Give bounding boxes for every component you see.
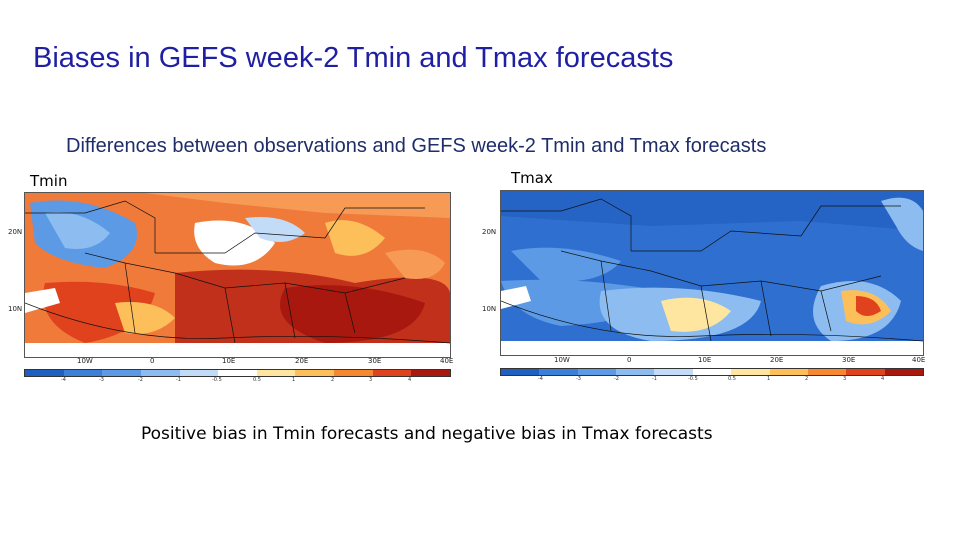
cbar-swatch <box>616 369 655 375</box>
cbar-swatch <box>884 369 923 375</box>
tmax-cbar-tick: 3 <box>843 376 847 382</box>
tmax-lon-label-10e: 10E <box>698 356 712 364</box>
cbar-swatch <box>501 369 540 375</box>
cbar-swatch <box>295 370 335 376</box>
cbar-swatch <box>807 369 847 375</box>
cbar-swatch <box>539 369 578 375</box>
tmax-lon-label-20e: 20E <box>770 356 784 364</box>
tmin-lon-label-10e: 10E <box>222 357 236 365</box>
tmax-cbar-tick: 4 <box>881 376 885 382</box>
cbar-swatch <box>654 369 693 375</box>
cbar-swatch <box>218 370 257 376</box>
tmax-map-graphic <box>501 191 923 355</box>
tmin-lat-label-20n: 20N <box>8 228 23 236</box>
slide-subtitle: Differences between observations and GEF… <box>66 135 767 157</box>
tmax-cbar-tick: 1 <box>767 376 771 382</box>
tmin-lon-label-0: 0 <box>150 357 155 365</box>
cbar-swatch <box>179 370 219 376</box>
tmin-cbar-tick: 3 <box>369 377 373 383</box>
tmin-cbar-tick: 4 <box>408 377 412 383</box>
tmax-cbar-tick: -2 <box>614 376 619 382</box>
tmax-lat-label-20n: 20N <box>482 228 497 236</box>
tmin-cbar-tick: -3 <box>99 377 104 383</box>
tmax-bias-map <box>500 190 924 356</box>
tmin-colorbar <box>24 369 451 377</box>
tmax-colorbar <box>500 368 924 376</box>
tmax-lon-label-0: 0 <box>627 356 632 364</box>
tmax-cbar-tick: -3 <box>576 376 581 382</box>
tmin-cbar-tick: -0.5 <box>212 377 222 383</box>
cbar-swatch <box>372 370 412 376</box>
tmax-cbar-tick: -0.5 <box>688 376 698 382</box>
tmin-lon-label-20e: 20E <box>295 357 309 365</box>
tmin-map-label: Tmin <box>30 172 68 190</box>
tmax-lon-label-40e: 40E <box>912 356 926 364</box>
tmax-cbar-tick: 0.5 <box>728 376 736 382</box>
cbar-swatch <box>334 370 373 376</box>
tmin-cbar-tick: -4 <box>61 377 66 383</box>
slide-caption: Positive bias in Tmin forecasts and nega… <box>141 424 713 444</box>
cbar-swatch <box>846 369 885 375</box>
slide-title: Biases in GEFS week-2 Tmin and Tmax fore… <box>33 42 674 74</box>
tmax-lon-label-10w: 10W <box>554 356 570 364</box>
cbar-swatch <box>140 370 180 376</box>
cbar-swatch <box>769 369 808 375</box>
tmin-lon-label-30e: 30E <box>368 357 382 365</box>
tmin-lon-label-40e: 40E <box>440 357 454 365</box>
cbar-swatch <box>577 369 617 375</box>
tmax-cbar-tick: 2 <box>805 376 809 382</box>
tmin-lat-label-10n: 10N <box>8 305 23 313</box>
tmin-cbar-tick: 1 <box>292 377 296 383</box>
tmin-cbar-tick: -1 <box>176 377 181 383</box>
cbar-swatch <box>731 369 770 375</box>
tmax-lat-label-10n: 10N <box>482 305 497 313</box>
cbar-swatch <box>256 370 296 376</box>
cbar-swatch <box>411 370 451 376</box>
tmin-cbar-tick: 2 <box>331 377 335 383</box>
cbar-swatch <box>63 370 103 376</box>
tmin-lon-label-10w: 10W <box>77 357 93 365</box>
cbar-swatch <box>692 369 732 375</box>
tmin-bias-map <box>24 192 451 358</box>
tmin-cbar-tick: 0.5 <box>253 377 261 383</box>
tmax-cbar-tick: -1 <box>652 376 657 382</box>
cbar-swatch <box>25 370 64 376</box>
tmax-map-label: Tmax <box>511 169 553 187</box>
tmin-map-graphic <box>25 193 450 357</box>
cbar-swatch <box>102 370 141 376</box>
tmin-cbar-tick: -2 <box>138 377 143 383</box>
tmax-cbar-tick: -4 <box>538 376 543 382</box>
tmax-lon-label-30e: 30E <box>842 356 856 364</box>
